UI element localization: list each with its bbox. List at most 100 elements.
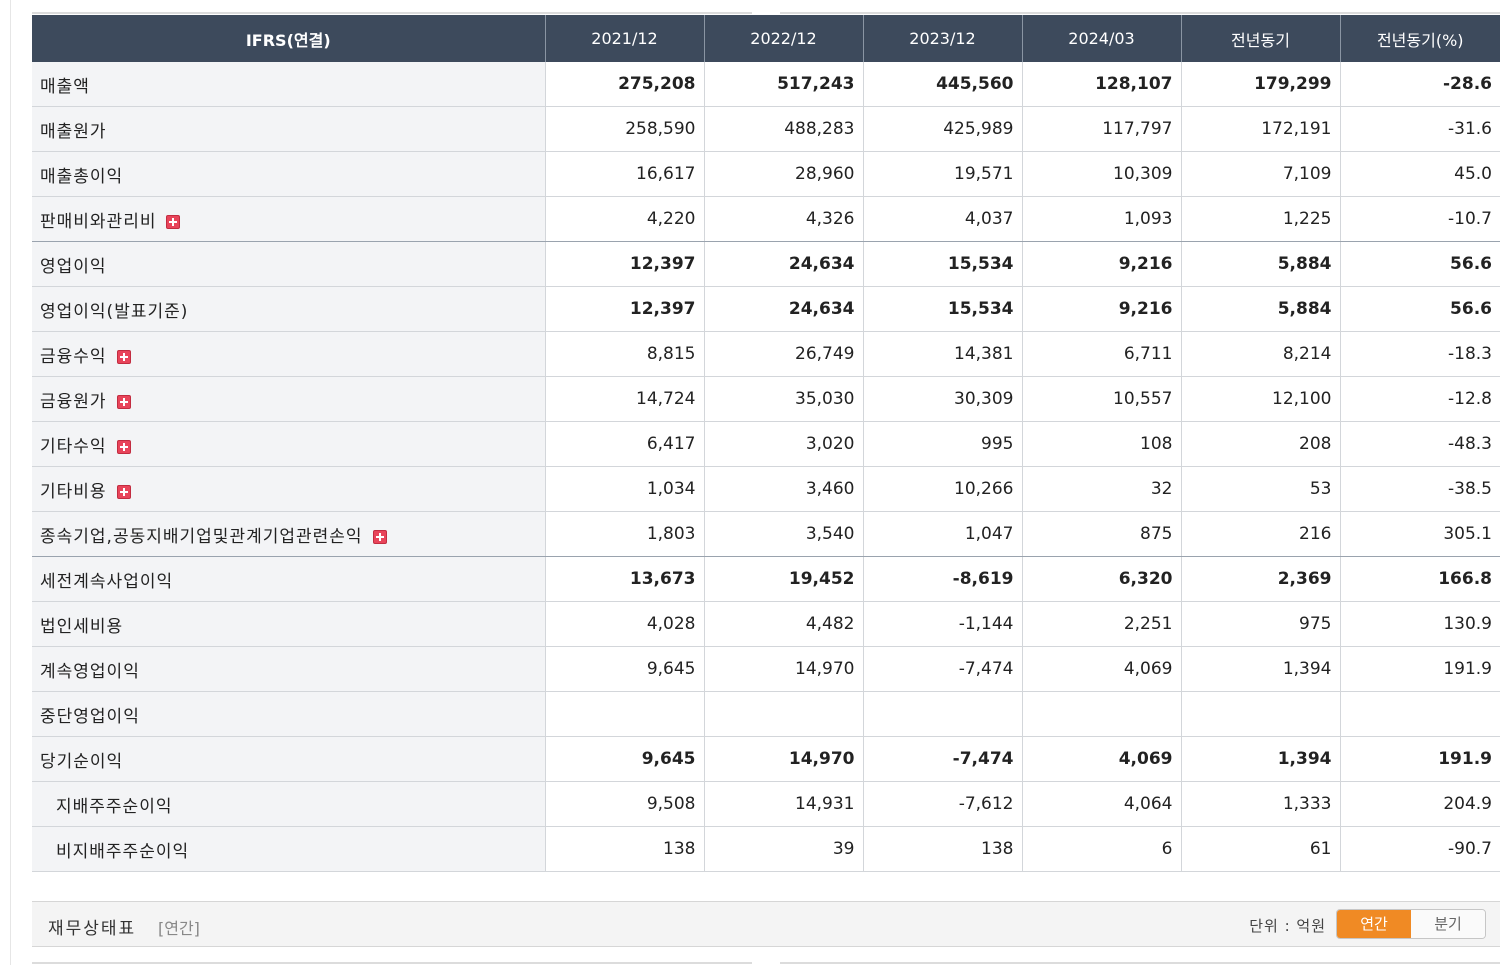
cell-2023-12: 30,309 [862,376,1022,422]
cell-prev-year: 1,225 [1180,196,1340,242]
cell-prev-year-pct: -48.3 [1339,421,1500,467]
table-row: 계속영업이익 9,645 14,970 -7,474 4,069 1,394 1… [32,646,1500,692]
cell-2021-12: 4,220 [544,196,704,242]
expand-plus-icon[interactable] [166,214,181,229]
row-label: 당기순이익 [32,736,545,782]
cell-prev-year-pct: 305.1 [1339,511,1500,557]
cell-prev-year-pct: 56.6 [1339,241,1500,287]
table-row: 매출원가 258,590 488,283 425,989 117,797 172… [32,106,1500,152]
cell-prev-year-pct: 56.6 [1339,286,1500,332]
cell-2022-12: 14,931 [703,781,863,827]
cell-prev-year-pct: -28.6 [1339,62,1500,107]
bottom-divider [32,962,752,964]
cell-2023-12: -8,619 [862,556,1022,602]
cell-prev-year-pct: 204.9 [1339,781,1500,827]
cell-2023-12: 1,047 [862,511,1022,557]
cell-2023-12: 425,989 [862,106,1022,152]
cell-2024-03: 875 [1021,511,1181,557]
cell-2023-12: -7,474 [862,736,1022,782]
balance-sheet-header-bar: 재무상태표 [연간] 단위 : 억원 연간 분기 [32,901,1500,947]
row-label: 매출액 [32,62,545,107]
table-row: 비지배주주순이익 138 39 138 6 61 -90.7 [32,826,1500,872]
cell-2024-03: 6 [1021,826,1181,872]
cell-2023-12 [862,691,1022,737]
cell-prev-year: 12,100 [1180,376,1340,422]
cell-prev-year-pct: 191.9 [1339,736,1500,782]
cell-2023-12: 995 [862,421,1022,467]
cell-2023-12: 14,381 [862,331,1022,377]
cell-prev-year-pct: -31.6 [1339,106,1500,152]
cell-2021-12: 16,617 [544,151,704,197]
cell-2023-12: 445,560 [862,62,1022,107]
cell-2023-12: -7,612 [862,781,1022,827]
cell-2024-03: 108 [1021,421,1181,467]
cell-2024-03: 10,557 [1021,376,1181,422]
cell-prev-year: 8,214 [1180,331,1340,377]
cell-2022-12: 14,970 [703,646,863,692]
cell-prev-year-pct: -12.8 [1339,376,1500,422]
top-divider [32,12,752,14]
unit-label: 단위 : 억원 [1249,917,1326,935]
cell-2022-12: 4,326 [703,196,863,242]
top-divider [780,12,1500,14]
cell-prev-year-pct: -90.7 [1339,826,1500,872]
header-prev-year-pct: 전년동기(%) [1339,15,1500,62]
row-label: 매출원가 [32,106,545,152]
cell-2021-12: 6,417 [544,421,704,467]
header-prev-year: 전년동기 [1180,15,1340,62]
cell-2021-12: 9,645 [544,736,704,782]
table-row: 금융원가 14,724 35,030 30,309 10,557 12,100 … [32,376,1500,422]
cell-prev-year: 5,884 [1180,286,1340,332]
row-label-cell: 기타수익 [32,421,545,467]
expand-plus-icon[interactable] [116,484,131,499]
row-label: 법인세비용 [32,601,545,647]
cell-prev-year: 7,109 [1180,151,1340,197]
cell-2024-03: 4,069 [1021,736,1181,782]
row-label: 지배주주순이익 [32,781,545,827]
row-label: 영업이익(발표기준) [32,286,545,332]
quarter-toggle-button[interactable]: 분기 [1411,910,1485,938]
cell-2021-12: 12,397 [544,286,704,332]
row-label: 비지배주주순이익 [32,826,545,872]
row-label-cell: 금융원가 [32,376,545,422]
cell-2022-12 [703,691,863,737]
annual-toggle-button[interactable]: 연간 [1337,910,1411,938]
cell-prev-year: 1,394 [1180,646,1340,692]
expand-plus-icon[interactable] [372,529,387,544]
cell-2021-12: 258,590 [544,106,704,152]
cell-2024-03: 32 [1021,466,1181,512]
cell-2023-12: 19,571 [862,151,1022,197]
cell-2023-12: 138 [862,826,1022,872]
cell-2024-03: 6,320 [1021,556,1181,602]
cell-2023-12: 15,534 [862,241,1022,287]
cell-2024-03: 4,069 [1021,646,1181,692]
row-label: 금융수익 [40,346,107,367]
table-row: 기타비용 1,034 3,460 10,266 32 53 -38.5 [32,466,1500,512]
cell-prev-year: 216 [1180,511,1340,557]
cell-prev-year [1180,691,1340,737]
table-row: 매출총이익 16,617 28,960 19,571 10,309 7,109 … [32,151,1500,197]
row-label: 기타수익 [40,436,107,457]
cell-2021-12: 138 [544,826,704,872]
cell-2024-03: 2,251 [1021,601,1181,647]
cell-prev-year-pct: -18.3 [1339,331,1500,377]
cell-prev-year-pct: 45.0 [1339,151,1500,197]
cell-2021-12: 275,208 [544,62,704,107]
table-row: 영업이익(발표기준) 12,397 24,634 15,534 9,216 5,… [32,286,1500,332]
row-label: 세전계속사업이익 [32,556,545,602]
table-header-row: IFRS(연결) 2021/12 2022/12 2023/12 2024/03… [32,15,1500,62]
cell-2021-12: 13,673 [544,556,704,602]
row-label: 영업이익 [32,241,545,287]
cell-2024-03: 9,216 [1021,241,1181,287]
expand-plus-icon[interactable] [116,439,131,454]
cell-2022-12: 4,482 [703,601,863,647]
cell-2022-12: 14,970 [703,736,863,782]
cell-prev-year-pct: 191.9 [1339,646,1500,692]
expand-plus-icon[interactable] [116,394,131,409]
header-2022-12: 2022/12 [703,15,863,62]
expand-plus-icon[interactable] [116,349,131,364]
cell-prev-year-pct: 166.8 [1339,556,1500,602]
table-row: 중단영업이익 [32,691,1500,737]
cell-2022-12: 28,960 [703,151,863,197]
cell-prev-year-pct: 130.9 [1339,601,1500,647]
